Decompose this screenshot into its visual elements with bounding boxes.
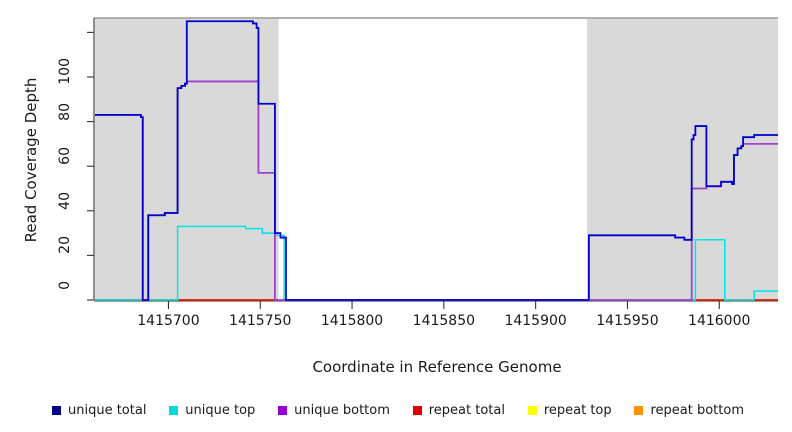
legend-swatch-icon bbox=[52, 405, 61, 415]
legend-label: repeat total bbox=[428, 402, 505, 418]
legend-label: unique top bbox=[185, 402, 256, 418]
x-tick-label: 1416000 bbox=[688, 313, 751, 329]
shaded-regions-layer bbox=[95, 19, 778, 300]
x-axis-title: Coordinate in Reference Genome bbox=[312, 358, 562, 376]
y-tick-label: 0 bbox=[57, 281, 73, 290]
legend-swatch-icon bbox=[278, 405, 288, 415]
x-tick-label: 1415750 bbox=[229, 313, 292, 329]
repeat-region-right bbox=[587, 19, 778, 300]
series-line-unique-top bbox=[95, 225, 778, 301]
axis-ticks-layer bbox=[87, 18, 778, 309]
y-tick-label: 100 bbox=[57, 57, 73, 85]
x-tick-label: 1415700 bbox=[137, 313, 200, 329]
series-line-unique-total bbox=[95, 20, 778, 301]
chart-legend: unique total unique top unique bottom repea… bbox=[0, 398, 792, 422]
y-tick-label: 60 bbox=[57, 147, 73, 166]
legend-label: repeat bottom bbox=[650, 402, 744, 418]
legend-label: unique total bbox=[68, 402, 147, 418]
y-axis-title: Read Coverage Depth bbox=[22, 77, 40, 243]
y-tick-label: 20 bbox=[57, 236, 73, 255]
legend-swatch-icon bbox=[527, 405, 537, 415]
x-tick-label: 1415900 bbox=[504, 313, 567, 329]
legend-item-repeat-bottom[interactable]: repeat bottom bbox=[634, 404, 744, 417]
legend-swatch-icon bbox=[169, 405, 179, 415]
legend-item-repeat-total[interactable]: repeat total bbox=[412, 402, 505, 418]
x-tick-label: 1415850 bbox=[412, 313, 476, 329]
y-tick-label: 80 bbox=[57, 102, 73, 121]
y-tick-label: 40 bbox=[57, 191, 73, 210]
data-series-layer bbox=[95, 20, 778, 301]
legend-label: repeat top bbox=[543, 402, 612, 418]
x-tick-label: 1415950 bbox=[596, 313, 659, 329]
x-tick-label: 1415800 bbox=[320, 313, 384, 329]
legend-item-repeat-top[interactable]: repeat top bbox=[527, 402, 612, 418]
legend-item-unique-top[interactable]: unique top bbox=[169, 404, 255, 417]
legend-swatch-icon bbox=[634, 405, 644, 415]
legend-swatch-icon bbox=[412, 405, 422, 415]
legend-label: unique bottom bbox=[294, 402, 390, 418]
legend-item-unique-bottom[interactable]: unique bottom bbox=[278, 404, 390, 417]
legend-item-unique-total[interactable]: unique total bbox=[52, 404, 146, 417]
